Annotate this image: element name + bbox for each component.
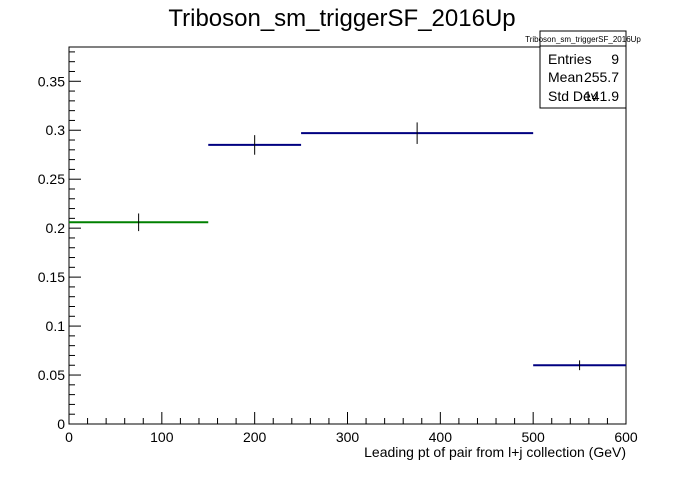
x-tick-label: 0 xyxy=(65,429,73,445)
stats-mean-label: Mean xyxy=(548,69,583,85)
bin-1 xyxy=(208,135,302,155)
stats-box-title: Triboson_sm_triggerSF_2016Up xyxy=(525,35,641,44)
stats-stddev-value: 141.9 xyxy=(584,88,619,104)
bin-3 xyxy=(533,360,626,371)
x-axis-label: Leading pt of pair from l+j collection (… xyxy=(364,444,626,460)
y-axis: 0 0.05 0.1 0.15 0.2 0.25 0.3 0.35 xyxy=(38,51,81,432)
stats-entries-value: 9 xyxy=(611,51,619,67)
x-tick-label: 400 xyxy=(429,429,453,445)
chart-title: Triboson_sm_triggerSF_2016Up xyxy=(168,5,515,32)
y-tick-label: 0.35 xyxy=(38,73,65,89)
stats-stddev-label: Std Dev xyxy=(548,88,598,104)
y-tick-label: 0.1 xyxy=(46,318,66,334)
y-tick-label: 0.2 xyxy=(46,220,66,236)
stats-box: Triboson_sm_triggerSF_2016Up Entries 9 M… xyxy=(525,30,641,109)
y-tick-label: 0.3 xyxy=(46,122,66,138)
x-tick-label: 500 xyxy=(521,429,545,445)
y-tick-label: 0.05 xyxy=(38,367,65,383)
bin-2 xyxy=(301,122,534,144)
stats-mean-value: 255.7 xyxy=(584,69,619,85)
stats-entries-label: Entries xyxy=(548,51,592,67)
y-tick-label: 0.15 xyxy=(38,269,65,285)
y-tick-label: 0.25 xyxy=(38,171,65,187)
x-tick-label: 200 xyxy=(243,429,267,445)
x-tick-label: 600 xyxy=(614,429,638,445)
x-axis: 0 100 200 300 400 500 600 xyxy=(65,412,638,445)
bin-0 xyxy=(69,213,209,232)
y-tick-label: 0 xyxy=(57,416,65,432)
x-tick-label: 300 xyxy=(336,429,360,445)
histogram-bins xyxy=(69,122,626,371)
x-tick-label: 100 xyxy=(150,429,174,445)
